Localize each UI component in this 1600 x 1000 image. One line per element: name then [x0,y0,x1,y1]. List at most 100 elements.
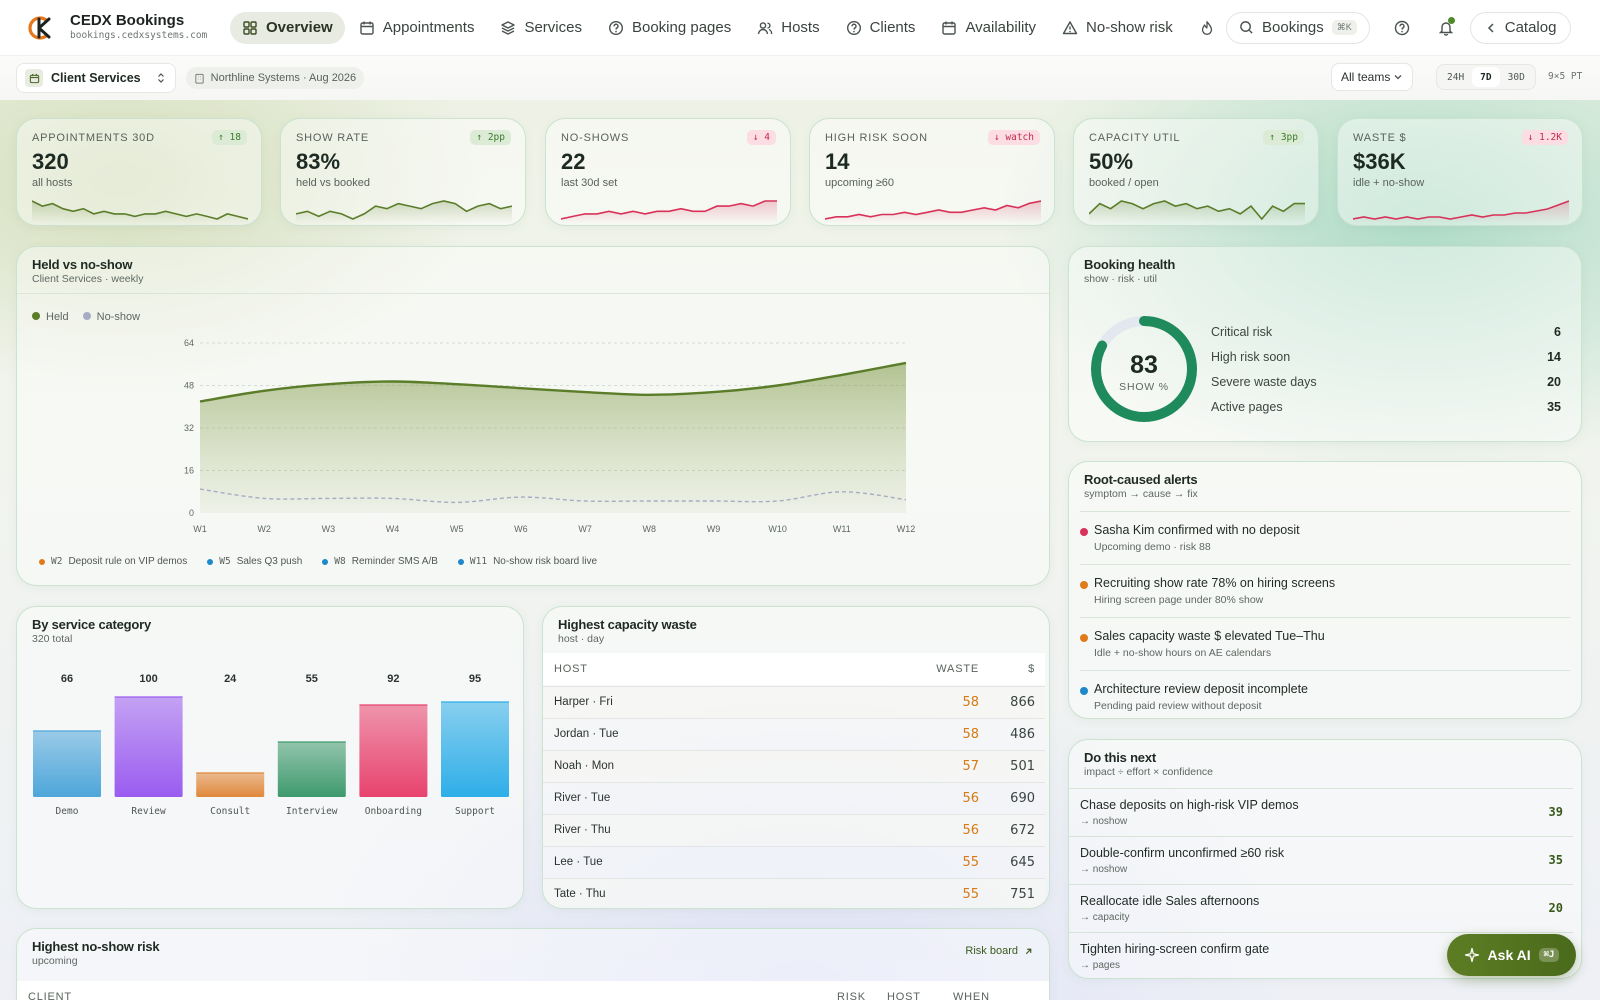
search-shortcut: ⌘K [1331,20,1357,35]
kpi-subtitle: booked / open [1089,177,1159,189]
table-row[interactable]: Noah · Mon 57 501 [543,750,1045,782]
category-bar[interactable] [114,697,183,797]
ask-ai-button[interactable]: Ask AI ⌘J [1447,934,1576,976]
alerts-card: Root-caused alerts symptom → cause → fix… [1068,461,1582,719]
x-tick-label: W1 [193,524,207,534]
action-item[interactable]: Reallocate idle Sales afternoons → capaci… [1069,884,1573,932]
cell-waste: 56 [962,823,979,838]
tab-booking-pages[interactable]: Booking pages [596,12,743,44]
health-stat-row[interactable]: Severe waste days 20 [1211,375,1561,389]
category-bar[interactable] [33,731,101,797]
kpi-card[interactable]: NO-SHOWS ↓ 4 22 last 30d set [545,118,791,226]
kpi-card[interactable]: CAPACITY UTIL ↑ 3pp 50% booked / open [1073,118,1319,226]
help-button[interactable] [1384,12,1420,44]
legend-item[interactable]: Held [32,311,69,323]
health-stat-row[interactable]: Critical risk 6 [1211,325,1561,339]
kpi-delta-badge: ↓ 4 [746,130,776,145]
alert-item[interactable]: Recruiting show rate 78% on hiring scree… [1080,564,1570,616]
alert-subtitle: Hiring screen page under 80% show [1094,594,1264,606]
column-header-host[interactable]: HOST [887,991,921,1000]
tab-availability[interactable]: Availability [929,12,1048,44]
catalog-button[interactable]: Catalog [1469,11,1572,44]
column-header-when[interactable]: WHEN [953,991,990,1000]
tab-label: Services [524,19,582,36]
action-target: → noshow [1080,816,1128,827]
brand[interactable]: CEDX Bookings bookings.cedxsystems.com [28,13,224,42]
y-tick-label: 16 [184,466,194,476]
building-icon [194,73,204,84]
category-bar[interactable] [359,705,428,797]
kpi-card[interactable]: WASTE $ ↓ 1.2K $36K idle + no-show [1337,118,1583,226]
brand-domain: bookings.cedxsystems.com [70,30,208,41]
kpi-value: 14 [825,149,850,174]
table-row[interactable]: River · Tue 56 690 [543,782,1045,814]
teams-select[interactable]: All teams [1331,63,1413,91]
table-row[interactable]: Lee · Tue 55 645 [543,846,1045,878]
table-row[interactable]: Jordan · Tue 58 486 [543,718,1045,750]
column-header-dollar[interactable]: $ [1028,663,1035,675]
column-header-waste[interactable]: WASTE [936,663,979,675]
gauge-label: SHOW % [1119,381,1169,393]
tab-services[interactable]: Services [488,12,594,44]
category-bar[interactable] [441,702,509,797]
kpi-card[interactable]: HIGH RISK SOON ↓ watch 14 upcoming ≥60 [809,118,1055,226]
x-tick-label: W6 [514,524,528,534]
column-header-client[interactable]: CLIENT [28,991,72,1000]
action-score: 35 [1548,853,1563,867]
column-header-risk[interactable]: RISK [837,991,866,1000]
scope-selector[interactable]: Client Services [16,63,176,93]
sparkline-area [1089,201,1305,223]
kpi-card[interactable]: APPOINTMENTS 30D ↑ 18 320 all hosts [16,118,262,226]
health-stat-row[interactable]: Active pages 35 [1211,400,1561,414]
tab-label: Clients [869,19,916,36]
table-row[interactable]: Harper · Fri 58 866 [543,686,1045,718]
layers-icon [501,20,516,35]
risk-board-link[interactable]: Risk board [965,945,1033,957]
catalog-label: Catalog [1504,19,1557,36]
category-bar[interactable] [196,773,265,797]
action-item[interactable]: Tighten hiring-screen confirm gate → page… [1069,932,1573,978]
tab-no-show-risk[interactable]: No-show risk [1050,12,1185,44]
calendar-icon [942,21,957,35]
alert-item[interactable]: Architecture review deposit incomplete Pe… [1080,670,1570,718]
health-stat-label: Severe waste days [1211,375,1317,389]
time-range-toggle: 24H 7D 30D [1436,64,1536,90]
chart-annotation[interactable]: W11 No-show risk board live [457,556,597,567]
x-tick-label: W9 [707,524,721,534]
cell-dollar: 501 [1010,759,1035,774]
tab-appointments[interactable]: Appointments [347,12,487,44]
alert-title: Sales capacity waste $ elevated Tue–Thu [1094,629,1325,643]
kpi-delta-badge: ↓ 1.2K [1521,130,1568,145]
legend-item[interactable]: No-show [82,311,140,323]
tab-overview[interactable]: Overview [230,11,345,44]
range-7d[interactable]: 7D [1472,67,1500,87]
action-item[interactable]: Double-confirm unconfirmed ≥60 risk → nos… [1069,836,1573,884]
chart-annotation[interactable]: W8 Reminder SMS A/B [322,556,438,567]
alert-title: Recruiting show rate 78% on hiring scree… [1094,576,1336,590]
tab-label: Booking pages [631,19,732,36]
card-subtitle: Client Services · weekly [32,273,144,285]
card-subtitle: impact ÷ effort × confidence [1084,766,1214,778]
action-item[interactable]: Chase deposits on high-risk VIP demos → n… [1069,788,1573,836]
tab-ca[interactable]: Ca [1187,12,1220,44]
alert-item[interactable]: Sales capacity waste $ elevated Tue–Thu I… [1080,617,1570,669]
tab-clients[interactable]: Clients [834,12,928,44]
tab-hosts[interactable]: Hosts [745,12,831,44]
category-bar[interactable] [277,742,346,797]
cell-host: Jordan · Tue [554,728,619,740]
range-30d[interactable]: 30D [1507,71,1525,83]
range-24h[interactable]: 24H [1447,71,1465,83]
table-row[interactable]: River · Thu 56 672 [543,814,1045,846]
kpi-card[interactable]: SHOW RATE ↑ 2pp 83% held vs booked [280,118,526,226]
health-stat-row[interactable]: High risk soon 14 [1211,350,1561,364]
help-icon [1394,20,1409,35]
card-subtitle: upcoming [32,955,78,967]
notifications-button[interactable] [1428,12,1464,44]
chart-annotation[interactable]: W2 Deposit rule on VIP demos [39,556,187,567]
table-row[interactable]: Tate · Thu 55 751 [543,878,1045,908]
column-header-host[interactable]: HOST [554,663,588,675]
search-button[interactable]: Bookings ⌘K [1226,11,1370,44]
kpi-value: 50% [1089,149,1134,174]
chart-annotation[interactable]: W5 Sales Q3 push [207,556,302,567]
alert-item[interactable]: Sasha Kim confirmed with no deposit Upcom… [1080,511,1570,563]
